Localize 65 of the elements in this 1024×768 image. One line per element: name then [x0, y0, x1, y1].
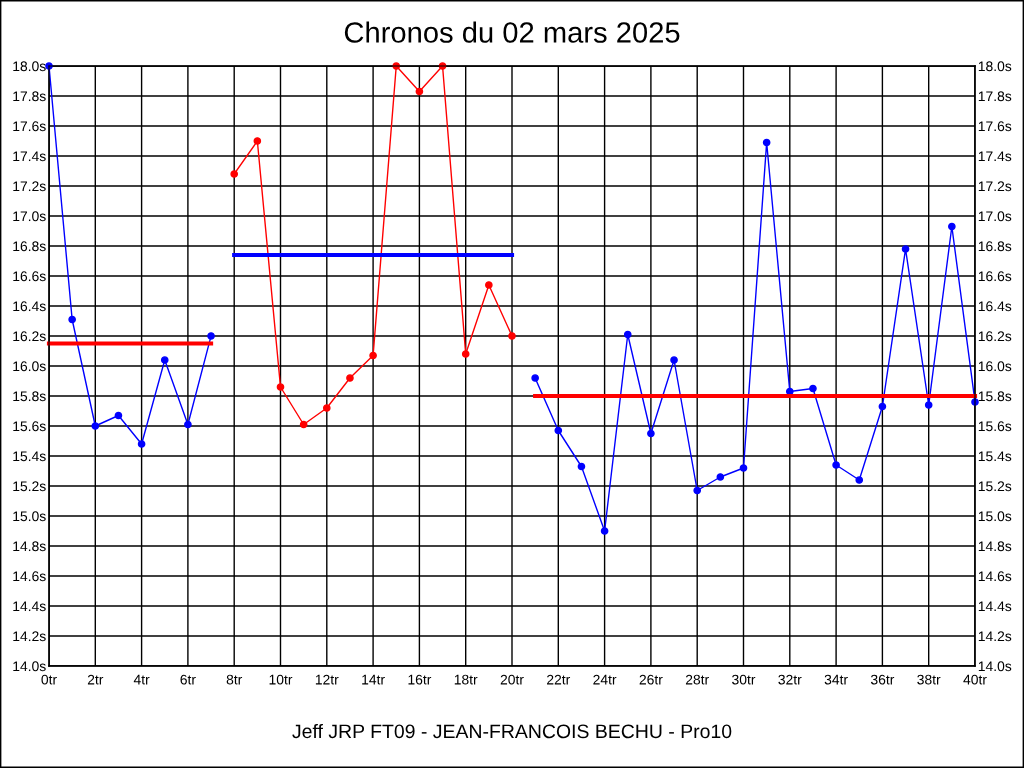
x-tick-label: 16tr — [408, 674, 432, 685]
x-tick-label: 30tr — [732, 674, 756, 685]
text: Jeff JRP FT09 - JEAN-FRANCOIS BECHU - Pro10 — [292, 723, 732, 739]
y2-tick-label: 16.6s — [978, 271, 1012, 282]
y2-tick-label: 16.2s — [978, 331, 1012, 342]
y2-tick-label: 17.0s — [978, 211, 1012, 222]
x-tick-label: 2tr — [87, 674, 104, 685]
x-tick-label: 34tr — [824, 674, 848, 685]
x-tick-label: 10tr — [269, 674, 293, 685]
y-tick-label: 15.0s — [13, 511, 46, 522]
y2-tick-label: 14.4s — [978, 601, 1012, 612]
x-tick-label: 32tr — [778, 674, 802, 685]
y2-tick-label: 15.4s — [978, 451, 1012, 462]
x-tick-label: 20tr — [500, 674, 524, 685]
y-tick-label: 14.4s — [13, 601, 46, 612]
y-tick-label: 16.8s — [13, 241, 46, 252]
y-tick-label: 15.4s — [13, 451, 46, 462]
y2-tick-label: 18.0s — [978, 61, 1012, 72]
y2-tick-label: 14.8s — [978, 541, 1012, 552]
y2-tick-label: 15.2s — [978, 481, 1012, 492]
y2-tick-label: 17.4s — [978, 151, 1012, 162]
y-tick-label: 14.2s — [13, 631, 46, 642]
x-tick-label: 24tr — [593, 674, 617, 685]
y2-tick-label: 14.0s — [978, 661, 1012, 672]
y-tick-label: 16.2s — [13, 331, 46, 342]
y2-tick-label: 14.6s — [978, 571, 1012, 582]
y-tick-label: 14.0s — [13, 661, 46, 672]
x-tick-label: 36tr — [870, 674, 895, 685]
x-tick-label: 0tr — [41, 674, 57, 685]
x-tick-label: 18tr — [454, 674, 478, 685]
y-tick-label: 14.6s — [13, 571, 46, 582]
y2-tick-label: 16.4s — [978, 301, 1012, 312]
x-tick-label: 8tr — [226, 674, 243, 685]
x-tick-label: 12tr — [315, 674, 339, 685]
y2-tick-label: 17.8s — [978, 91, 1012, 102]
x-tick-label: 14tr — [362, 674, 385, 685]
x-tick-label: 28tr — [685, 674, 709, 685]
y-tick-label: 16.4s — [13, 301, 46, 312]
x-tick-label: 22tr — [547, 674, 571, 685]
x-tick-label: 38tr — [917, 674, 941, 685]
y-tick-label: 17.0s — [13, 211, 46, 222]
y-tick-label: 17.6s — [13, 121, 46, 132]
y-tick-label: 15.2s — [13, 481, 46, 492]
x-tick-label: 6tr — [180, 674, 196, 685]
y2-tick-label: 16.8s — [978, 241, 1012, 252]
y2-tick-label: 15.8s — [978, 391, 1012, 402]
x-tick-label: 4tr — [133, 674, 150, 685]
y-tick-label: 17.8s — [13, 91, 46, 102]
y2-tick-label: 15.6s — [978, 421, 1012, 432]
y2-tick-label: 17.2s — [978, 181, 1012, 192]
y-tick-label: 14.8s — [13, 541, 46, 552]
x-tick-label: 26tr — [639, 674, 663, 685]
y-tick-label: 16.6s — [13, 271, 46, 282]
y-tick-label: 15.6s — [13, 421, 46, 432]
y-tick-label: 15.8s — [13, 391, 46, 402]
y-tick-label: 17.4s — [13, 151, 46, 162]
chart-title: Chronos du 02 mars 2025 — [344, 21, 680, 43]
y2-tick-label: 15.0s — [978, 511, 1012, 522]
y-tick-label: 17.2s — [13, 181, 46, 192]
y2-tick-label: 17.6s — [978, 121, 1012, 132]
y2-tick-label: 14.2s — [978, 631, 1012, 642]
y2-tick-label: 16.0s — [978, 361, 1012, 372]
y-tick-label: 18.0s — [13, 61, 46, 72]
x-tick-label: 40tr — [963, 674, 987, 685]
y-tick-label: 16.0s — [13, 361, 46, 372]
